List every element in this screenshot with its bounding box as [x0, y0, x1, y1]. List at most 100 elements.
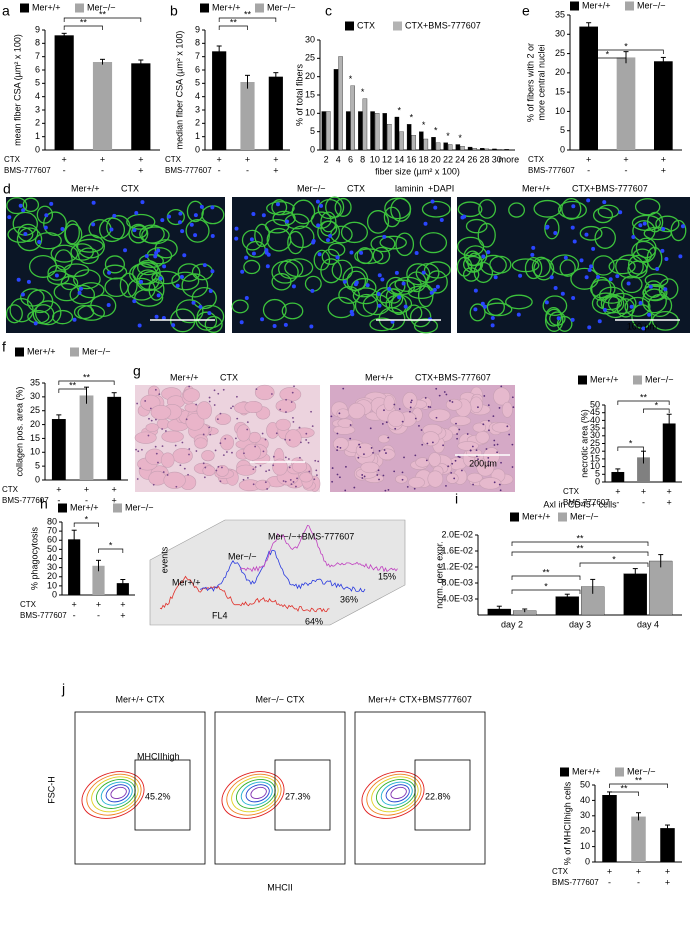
x-tick-label: 22	[443, 154, 453, 164]
cell	[453, 477, 456, 480]
nucleus	[335, 255, 340, 260]
cell	[409, 410, 411, 413]
fiber	[478, 199, 497, 219]
x-tick-label: day 2	[501, 619, 523, 629]
nucleus	[597, 319, 602, 324]
condition-mark: -	[85, 495, 88, 505]
tissue	[348, 402, 366, 420]
cell	[288, 466, 291, 469]
tissue	[378, 448, 396, 461]
nucleus	[199, 204, 204, 209]
nucleus	[414, 251, 419, 256]
legend-label: Mer+/+	[27, 346, 56, 356]
condition-label: CTX	[2, 485, 19, 494]
image-genotype: Mer+/+	[170, 372, 199, 382]
nucleus	[586, 198, 591, 203]
tissue	[408, 476, 425, 489]
bar	[333, 69, 339, 151]
cell	[414, 454, 417, 457]
condition-mark: +	[120, 610, 125, 620]
cell	[493, 444, 496, 446]
significance: **	[576, 533, 584, 543]
cell	[285, 411, 287, 413]
significance-bracket	[511, 551, 649, 556]
fiber	[655, 215, 680, 233]
y-tick-label: 25	[305, 53, 315, 63]
panel-letter: b	[170, 3, 178, 19]
fiber	[508, 202, 526, 218]
cell	[401, 478, 404, 481]
fiber	[524, 256, 543, 280]
cell	[135, 448, 137, 451]
contour	[366, 773, 422, 816]
nucleus	[571, 296, 576, 301]
cell	[155, 452, 158, 455]
fiber	[592, 207, 614, 224]
significance: *	[109, 540, 113, 550]
condition-label: BMS-777607	[165, 166, 212, 175]
condition-label: BMS-777607	[4, 166, 51, 175]
cell	[292, 417, 294, 419]
nucleus	[530, 252, 535, 257]
nucleus	[177, 220, 182, 225]
fiber	[102, 264, 128, 280]
condition-label: CTX	[4, 155, 21, 164]
significance-bracket	[609, 791, 639, 796]
cell	[458, 456, 461, 459]
fiber	[54, 249, 73, 271]
tissue	[148, 470, 167, 486]
cell	[222, 454, 225, 457]
bar	[448, 144, 453, 151]
fiber	[254, 223, 270, 248]
significance-bracket	[73, 522, 99, 527]
fiber	[243, 259, 261, 275]
condition-mark: +	[665, 866, 670, 876]
fiber	[9, 297, 34, 323]
nucleus	[91, 200, 96, 205]
cell	[202, 433, 205, 436]
nucleus	[584, 275, 589, 280]
fiber	[132, 261, 161, 285]
nucleus	[387, 286, 392, 291]
condition-mark: +	[72, 599, 77, 609]
cell	[275, 432, 278, 435]
fiber	[419, 232, 448, 254]
cell	[152, 483, 155, 486]
cell	[426, 442, 429, 445]
y-tick-label: 0	[35, 474, 40, 484]
y-tick-label: 30	[30, 391, 40, 401]
significance-bracket	[98, 548, 124, 553]
nucleus	[132, 299, 137, 304]
cell	[242, 478, 245, 481]
condition-mark: +	[138, 154, 143, 164]
cell	[418, 425, 420, 427]
fiber	[64, 223, 83, 246]
significance: **	[230, 17, 238, 27]
cell	[349, 424, 352, 426]
y-tick-label: 8.0E-03	[441, 577, 473, 587]
fiber	[627, 260, 648, 279]
condition-label: CTX	[165, 155, 182, 164]
cell	[414, 417, 417, 420]
fiber	[594, 226, 616, 249]
x-tick-label: 30	[492, 154, 502, 164]
significance: *	[361, 87, 365, 97]
fiber	[383, 206, 401, 228]
condition-mark: +	[665, 877, 670, 887]
tissue	[445, 398, 463, 411]
nucleus	[584, 232, 589, 237]
histogram-trace	[239, 524, 398, 573]
cell	[246, 428, 249, 431]
condition-mark: +	[245, 154, 250, 164]
nucleus	[663, 287, 668, 292]
cell	[141, 448, 143, 451]
contour	[385, 784, 410, 803]
nucleus	[16, 277, 21, 282]
nucleus	[189, 222, 194, 227]
fiber	[356, 247, 374, 265]
cell	[149, 407, 152, 410]
nucleus	[473, 288, 478, 293]
nucleus	[545, 224, 550, 229]
fiber	[542, 295, 568, 317]
fiber	[73, 304, 95, 320]
